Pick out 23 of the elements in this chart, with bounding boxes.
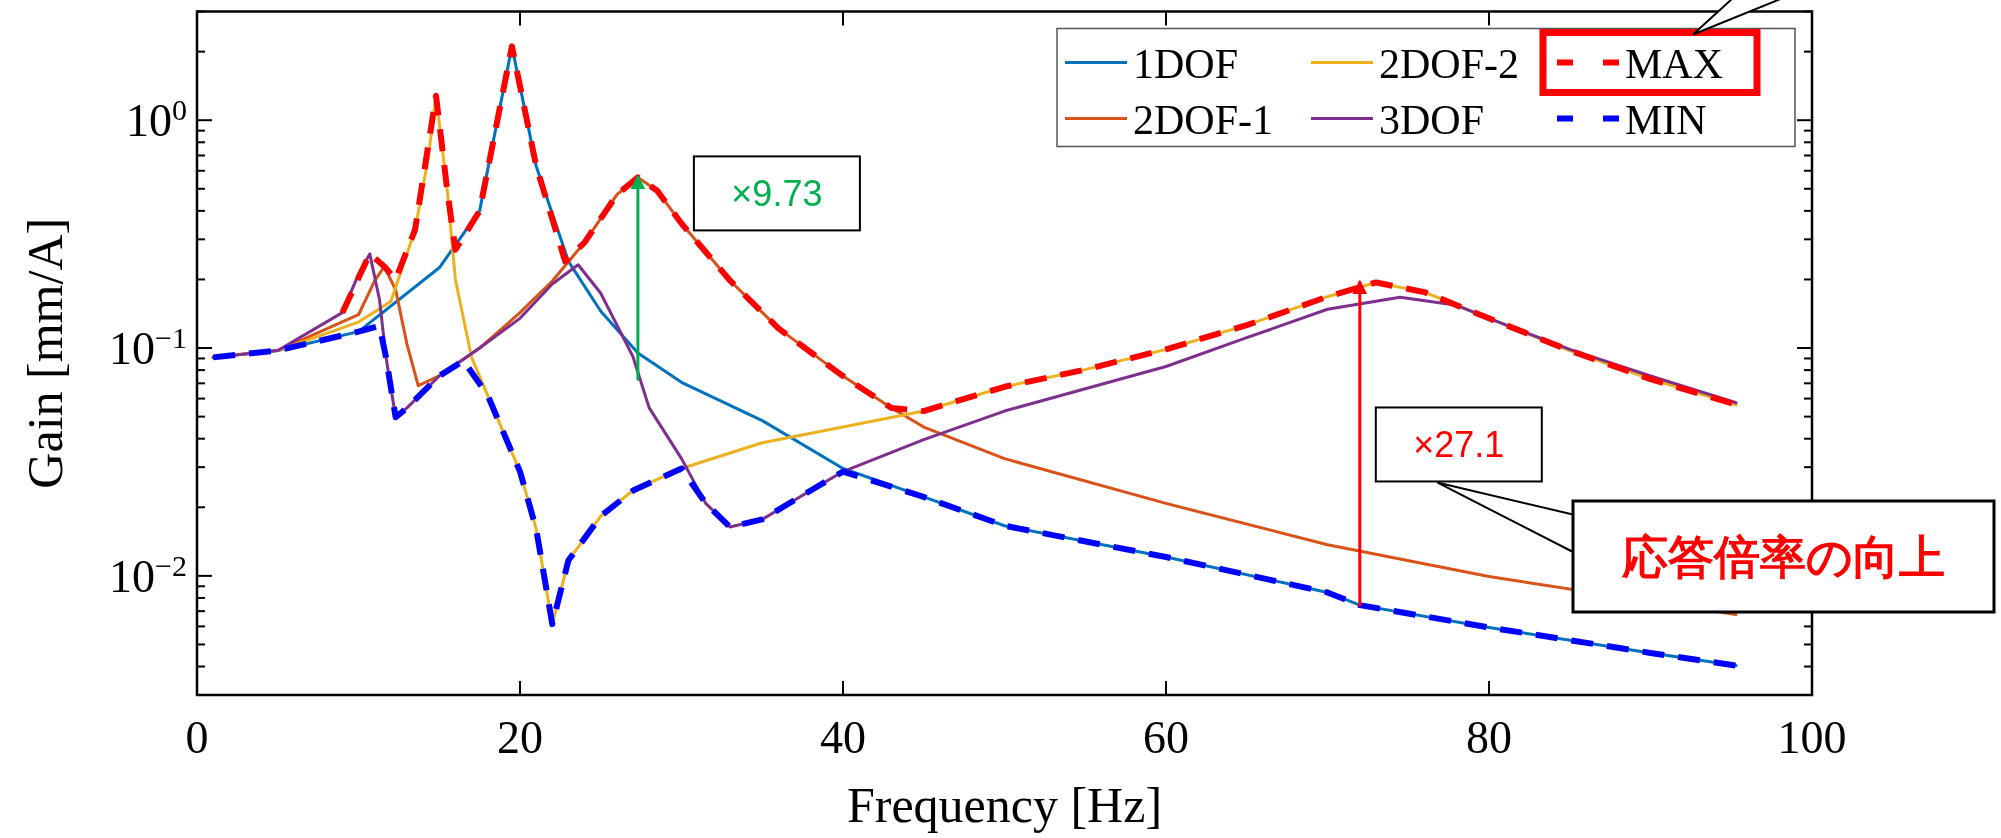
- x-tick-label: 60: [1143, 712, 1189, 763]
- annotation: ×9.73: [731, 173, 823, 215]
- y-tick-label: 10$^{0}$: [126, 92, 187, 147]
- annotation: ×27.1: [1374, 406, 1543, 483]
- callout: 応答倍率の向上: [1571, 499, 1996, 614]
- legend-label: 2DOF-2: [1379, 40, 1520, 87]
- y-tick-label: 10$^{−2}$: [109, 548, 187, 602]
- annotation: ×27.1: [1413, 424, 1505, 466]
- x-tick-label: 40: [820, 712, 866, 763]
- x-tick-label: 80: [1466, 712, 1512, 763]
- annotation: 応答倍率の向上: [1621, 530, 1945, 583]
- x-tick-label: 0: [185, 712, 209, 763]
- x-tick-label: 100: [1777, 712, 1847, 763]
- x-tick-label: 20: [497, 712, 543, 763]
- legend-label: MIN: [1625, 96, 1707, 143]
- annotation: ×9.73: [692, 155, 861, 232]
- y-tick-label: 10$^{−1}$: [109, 320, 187, 375]
- legend-label: 1DOF: [1133, 40, 1239, 87]
- legend-label: 2DOF-1: [1133, 96, 1274, 143]
- y-axis-title: Gain [mm/A]: [17, 217, 73, 489]
- legend-label: 3DOF: [1379, 96, 1485, 143]
- x-axis-title: Frequency [Hz]: [846, 777, 1163, 833]
- legend-label: MAX: [1625, 40, 1724, 87]
